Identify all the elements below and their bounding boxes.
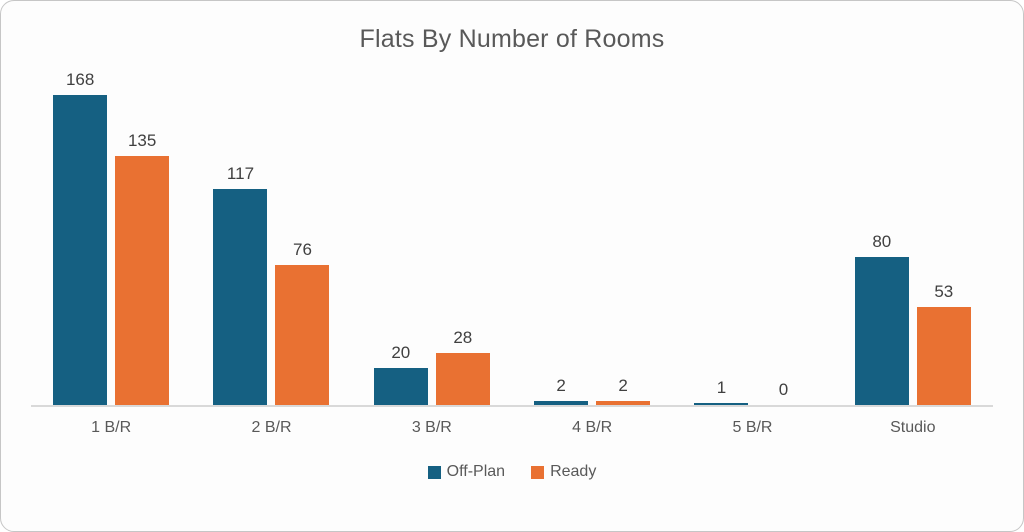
bar-group: 80 53 [833, 60, 993, 405]
chart-title: Flats By Number of Rooms [359, 25, 665, 53]
bar-column: 168 [53, 60, 108, 405]
bar-column: 20 [373, 60, 428, 405]
bar-value-label: 168 [65, 70, 95, 89]
bar-value-label: 80 [872, 232, 892, 251]
x-axis-label: 2 B/R [251, 419, 292, 436]
bar-value-label: 1 [716, 378, 727, 397]
x-axis-label: 3 B/R [411, 419, 452, 436]
bar-column: 53 [916, 60, 971, 405]
bar-off-plan [694, 403, 749, 405]
plot-wrap: 168 135 117 76 20 28 2 2 1 0 80 53 1 B/R 2 B/R 3 B/R 4… [31, 60, 993, 437]
bar-off-plan [373, 368, 428, 405]
bar-value-label: 76 [293, 240, 312, 259]
x-axis-label: 1 B/R [91, 419, 132, 436]
bar-value-label: 20 [391, 343, 411, 362]
bar-column: 135 [115, 60, 170, 405]
bar-value-label: 0 [778, 380, 789, 399]
bar-column: 2 [534, 60, 589, 405]
bar-column: 2 [596, 60, 651, 405]
plot-area: 168 135 117 76 20 28 2 2 1 0 80 53 [31, 60, 993, 407]
bar-column: 0 [756, 60, 810, 405]
bar-group: 20 28 [352, 60, 512, 405]
bar-value-label: 117 [226, 164, 255, 183]
legend-item-ready: Ready [531, 463, 596, 481]
x-axis-label: 5 B/R [732, 419, 773, 436]
legend: Off-Plan Ready [1, 463, 1023, 481]
bar-column: 1 [694, 60, 749, 405]
bar-group: 168 135 [31, 60, 191, 405]
bar-group: 117 76 [191, 60, 351, 405]
bar-ready [275, 265, 330, 405]
bar-ready [115, 156, 170, 405]
bar-column: 28 [435, 60, 490, 405]
x-axis-label: Studio [890, 419, 936, 436]
bar-off-plan [53, 95, 108, 405]
legend-label: Off-Plan [446, 463, 506, 480]
bar-value-label: 2 [556, 376, 566, 395]
bar-value-label: 28 [453, 328, 473, 347]
bar-column: 76 [275, 60, 330, 405]
bar-column: 117 [213, 60, 268, 405]
bar-value-label: 135 [127, 131, 157, 150]
legend-swatch-icon [531, 465, 545, 479]
legend-label: Ready [550, 463, 597, 480]
bar-value-label: 2 [618, 376, 628, 395]
bar-value-label: 53 [934, 282, 954, 301]
bar-off-plan [534, 401, 589, 405]
x-axis-label: 4 B/R [572, 419, 613, 436]
bar-off-plan [213, 189, 268, 405]
bar-ready [916, 307, 971, 405]
legend-swatch-icon [427, 465, 441, 479]
bar-off-plan [854, 257, 909, 405]
bar-column: 80 [854, 60, 909, 405]
x-axis-labels: 1 B/R 2 B/R 3 B/R 4 B/R 5 B/R Studio [31, 419, 993, 437]
legend-item-off-plan: Off-Plan [427, 463, 506, 481]
bar-ready [596, 401, 651, 405]
bar-ready [435, 353, 490, 405]
